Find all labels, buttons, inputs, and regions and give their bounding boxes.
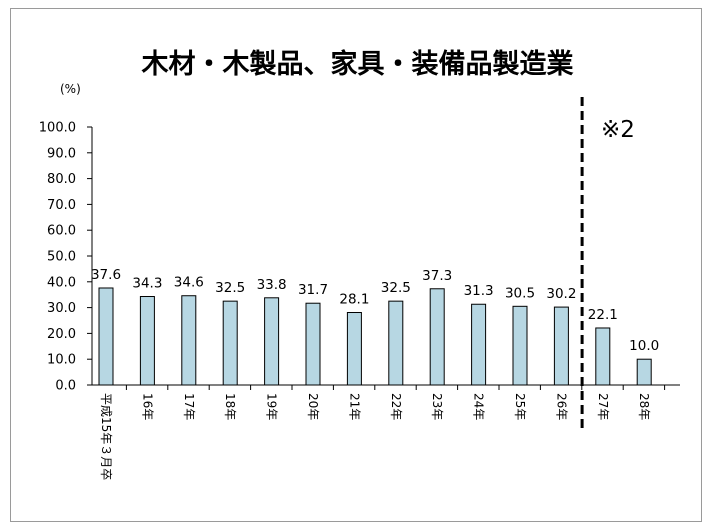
data-label: 30.5 [505,285,535,301]
y-tick-label: 30.0 [47,301,76,316]
data-label: 32.5 [381,280,411,296]
y-tick-label: 40.0 [47,275,76,290]
bar [512,305,528,386]
y-tick-label: 60.0 [47,224,76,239]
data-label: 34.6 [174,275,204,291]
x-tick-label: 27年 [596,393,610,420]
x-tick-label: 28年 [637,393,651,420]
x-tick-label: 24年 [472,393,486,420]
chart-title: 木材・木製品、家具・装備品製造業 [141,49,574,80]
bar [98,287,114,386]
x-tick-label: 平成15年３月卒 [99,393,113,480]
chart-frame [10,8,702,522]
y-tick-label: 70.0 [47,198,76,213]
x-tick-label: 19年 [265,393,279,420]
bar [346,312,362,386]
x-tick-label: 20年 [306,393,320,420]
bar [305,302,321,386]
data-label: 31.3 [464,283,494,299]
data-label: 34.3 [132,276,162,292]
x-tick-label: 23年 [430,393,444,420]
bar [636,358,652,386]
x-tick-label: 26年 [554,393,568,420]
bar [429,288,445,386]
y-unit-label: (%) [60,82,81,96]
x-tick-label: 21年 [347,393,361,420]
y-tick-label: 90.0 [47,146,76,161]
bar [553,306,569,386]
data-label: 37.6 [91,267,121,283]
y-tick-label: 80.0 [47,172,76,187]
data-label: 37.3 [422,268,452,284]
data-label: 28.1 [339,292,369,308]
y-tick-label: 0.0 [55,379,76,394]
bar [264,297,280,386]
y-tick-label: 100.0 [39,121,76,136]
y-tick-label: 20.0 [47,327,76,342]
note-label: ※2 [601,117,635,143]
bar [471,303,487,386]
bar [388,300,404,386]
bar [181,295,197,386]
bar [139,296,155,386]
data-label: 10.0 [629,338,659,354]
x-tick-label: 22年 [389,393,403,420]
data-label: 33.8 [257,277,287,293]
x-tick-label: 16年 [140,393,154,420]
x-tick-label: 18年 [223,393,237,420]
data-label: 22.1 [588,307,618,323]
bar [222,300,238,386]
x-tick-label: 17年 [182,393,196,420]
data-label: 32.5 [215,280,245,296]
y-tick-label: 50.0 [47,250,76,265]
y-tick-label: 10.0 [47,353,76,368]
x-tick-label: 25年 [513,393,527,420]
data-label: 30.2 [546,286,576,302]
data-label: 31.7 [298,282,328,298]
bar [595,327,611,386]
